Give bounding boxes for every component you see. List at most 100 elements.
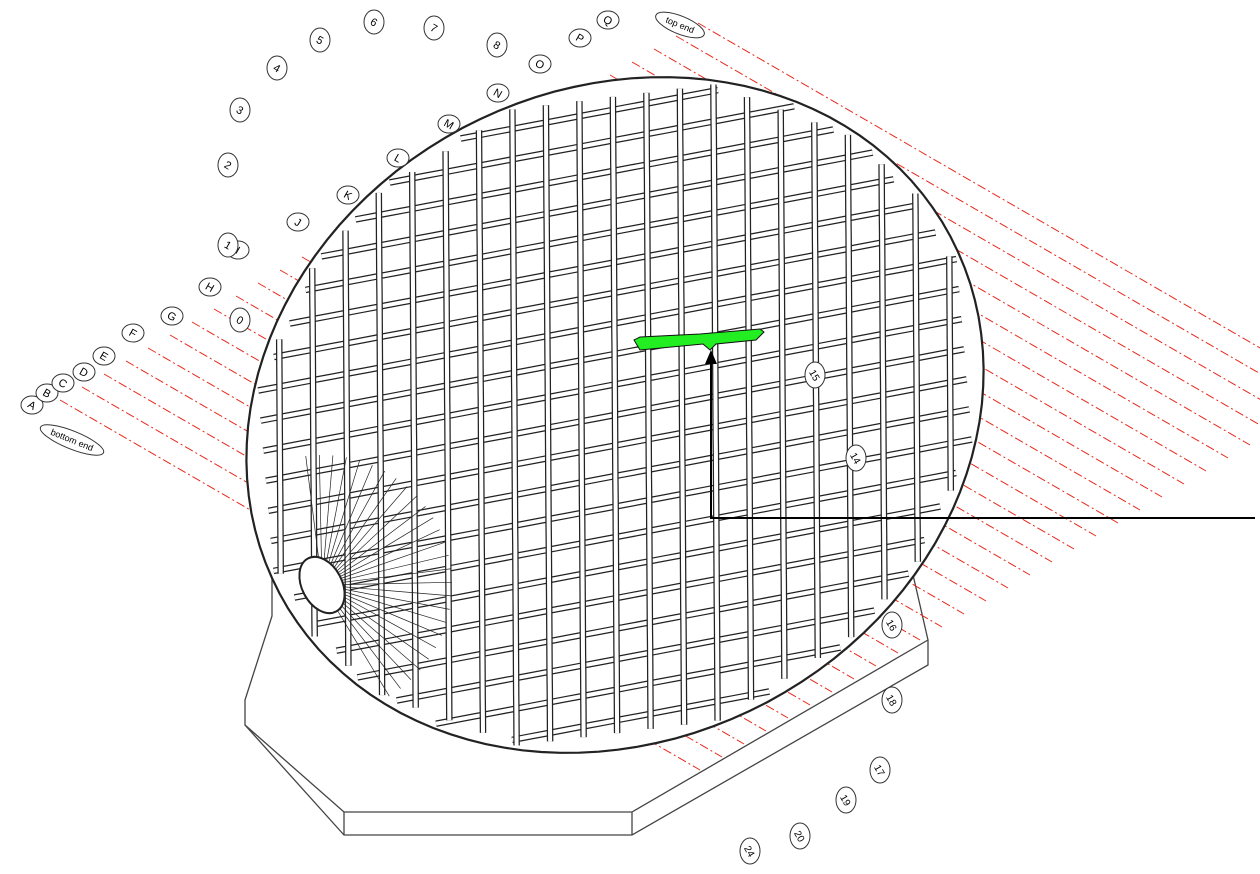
rib-inner	[273, 230, 936, 359]
grid-label-16: 16	[881, 611, 903, 639]
radial-spoke	[321, 495, 418, 586]
rib-inner	[460, 88, 719, 141]
grid-label-c: C	[51, 373, 75, 393]
grid-label-h: H	[198, 277, 222, 297]
bottom-opening	[298, 555, 346, 615]
grid-label-f: F	[121, 323, 145, 343]
rib-inner	[257, 257, 957, 393]
grid-label-m: M	[437, 114, 461, 134]
rib-inner	[511, 689, 770, 742]
grid-label-q: Q	[596, 10, 620, 30]
svg-text:4: 4	[271, 62, 282, 75]
grid-label-20: 20	[789, 822, 811, 850]
radial-label-1: 1	[217, 232, 239, 258]
grid-label-p: P	[568, 28, 592, 48]
rib-inner	[577, 101, 586, 738]
svg-text:15: 15	[806, 368, 821, 384]
svg-text:0: 0	[234, 314, 245, 327]
grid-label-17: 17	[869, 756, 891, 784]
rib-inner	[845, 134, 854, 638]
svg-text:16: 16	[883, 618, 898, 634]
rib-inner	[510, 109, 519, 746]
svg-text:5: 5	[314, 34, 325, 47]
rib-inner	[315, 504, 941, 627]
grid-label-14: 14	[845, 444, 867, 472]
grid-label-15: 15	[804, 361, 826, 389]
rib-inner	[778, 109, 787, 679]
grid-label-b: B	[35, 383, 59, 403]
rib-inner	[879, 164, 887, 600]
rib-inner	[812, 122, 820, 659]
grid-label-e: E	[92, 346, 116, 366]
radial-label-5: 5	[309, 27, 331, 53]
grid-label-24: 24	[739, 837, 761, 865]
rib-inner	[443, 151, 452, 721]
radial-label-7: 7	[423, 15, 445, 41]
rib-inner	[305, 177, 894, 292]
rib-inner	[745, 97, 753, 700]
rib-inner	[410, 171, 418, 708]
grid-label-19: 19	[835, 786, 857, 814]
rib-inner	[644, 92, 653, 729]
grid-label-j: J	[286, 212, 310, 232]
rib-inner	[277, 339, 283, 574]
rib-inner	[376, 192, 385, 696]
svg-text:I: I	[233, 245, 242, 257]
rib-inner	[289, 203, 915, 326]
grid-label-k: K	[336, 185, 360, 205]
radial-spoke	[321, 529, 440, 586]
rib-inner	[711, 84, 720, 721]
red-gridline	[697, 22, 1260, 349]
svg-text:J: J	[292, 216, 303, 229]
radial-grid-labels: 8 7 6 5 4 3 2 1 0	[217, 9, 508, 333]
top-end-callout: top end	[655, 11, 705, 39]
rib-inner	[355, 127, 834, 222]
rib-inner	[947, 256, 953, 491]
radial-spoke	[321, 541, 445, 586]
radial-label-0: 0	[229, 307, 251, 333]
radial-spoke	[321, 554, 449, 586]
radial-label-6: 6	[363, 9, 385, 35]
rib-inner	[396, 608, 875, 703]
highlighted-member	[633, 328, 765, 351]
grid-label-d: D	[72, 362, 96, 382]
svg-text:2: 2	[222, 159, 233, 172]
svg-text:7: 7	[428, 22, 439, 35]
right-grid-labels: 14 15 16 18 17 19 20 24	[739, 361, 903, 865]
svg-text:8: 8	[491, 39, 502, 52]
rib-inner	[389, 104, 795, 185]
grid-label-a: A	[20, 395, 44, 415]
grid-label-l: L	[386, 148, 410, 168]
svg-text:L: L	[392, 152, 403, 165]
svg-text:19: 19	[837, 793, 852, 809]
svg-text:3: 3	[234, 104, 245, 117]
grid-label-g: G	[160, 306, 184, 326]
svg-text:1: 1	[222, 239, 233, 252]
rib-inner	[343, 230, 351, 666]
svg-text:18: 18	[883, 693, 898, 709]
rib-inner	[913, 193, 920, 562]
leader-arrow	[705, 350, 1255, 519]
svg-text:24: 24	[741, 844, 756, 860]
grid-label-o: O	[528, 54, 552, 74]
rib-inner	[477, 130, 485, 733]
grid-label-18: 18	[881, 686, 903, 714]
rib-inner	[543, 105, 553, 742]
radial-label-3: 3	[229, 97, 251, 123]
rib-inner	[677, 88, 687, 725]
radial-spoke	[321, 517, 434, 586]
svg-text:17: 17	[871, 763, 886, 779]
bottom-end-callout: bottom end	[39, 424, 105, 456]
radial-spoke	[321, 506, 426, 586]
rib-inner	[435, 645, 841, 726]
radial-label-4: 4	[266, 55, 288, 81]
egg-shell	[245, 76, 985, 754]
svg-text:6: 6	[368, 16, 379, 29]
svg-text:14: 14	[847, 451, 862, 467]
radial-label-8: 8	[486, 32, 508, 58]
rib-inner	[294, 471, 957, 600]
grid-label-n: N	[486, 83, 510, 103]
